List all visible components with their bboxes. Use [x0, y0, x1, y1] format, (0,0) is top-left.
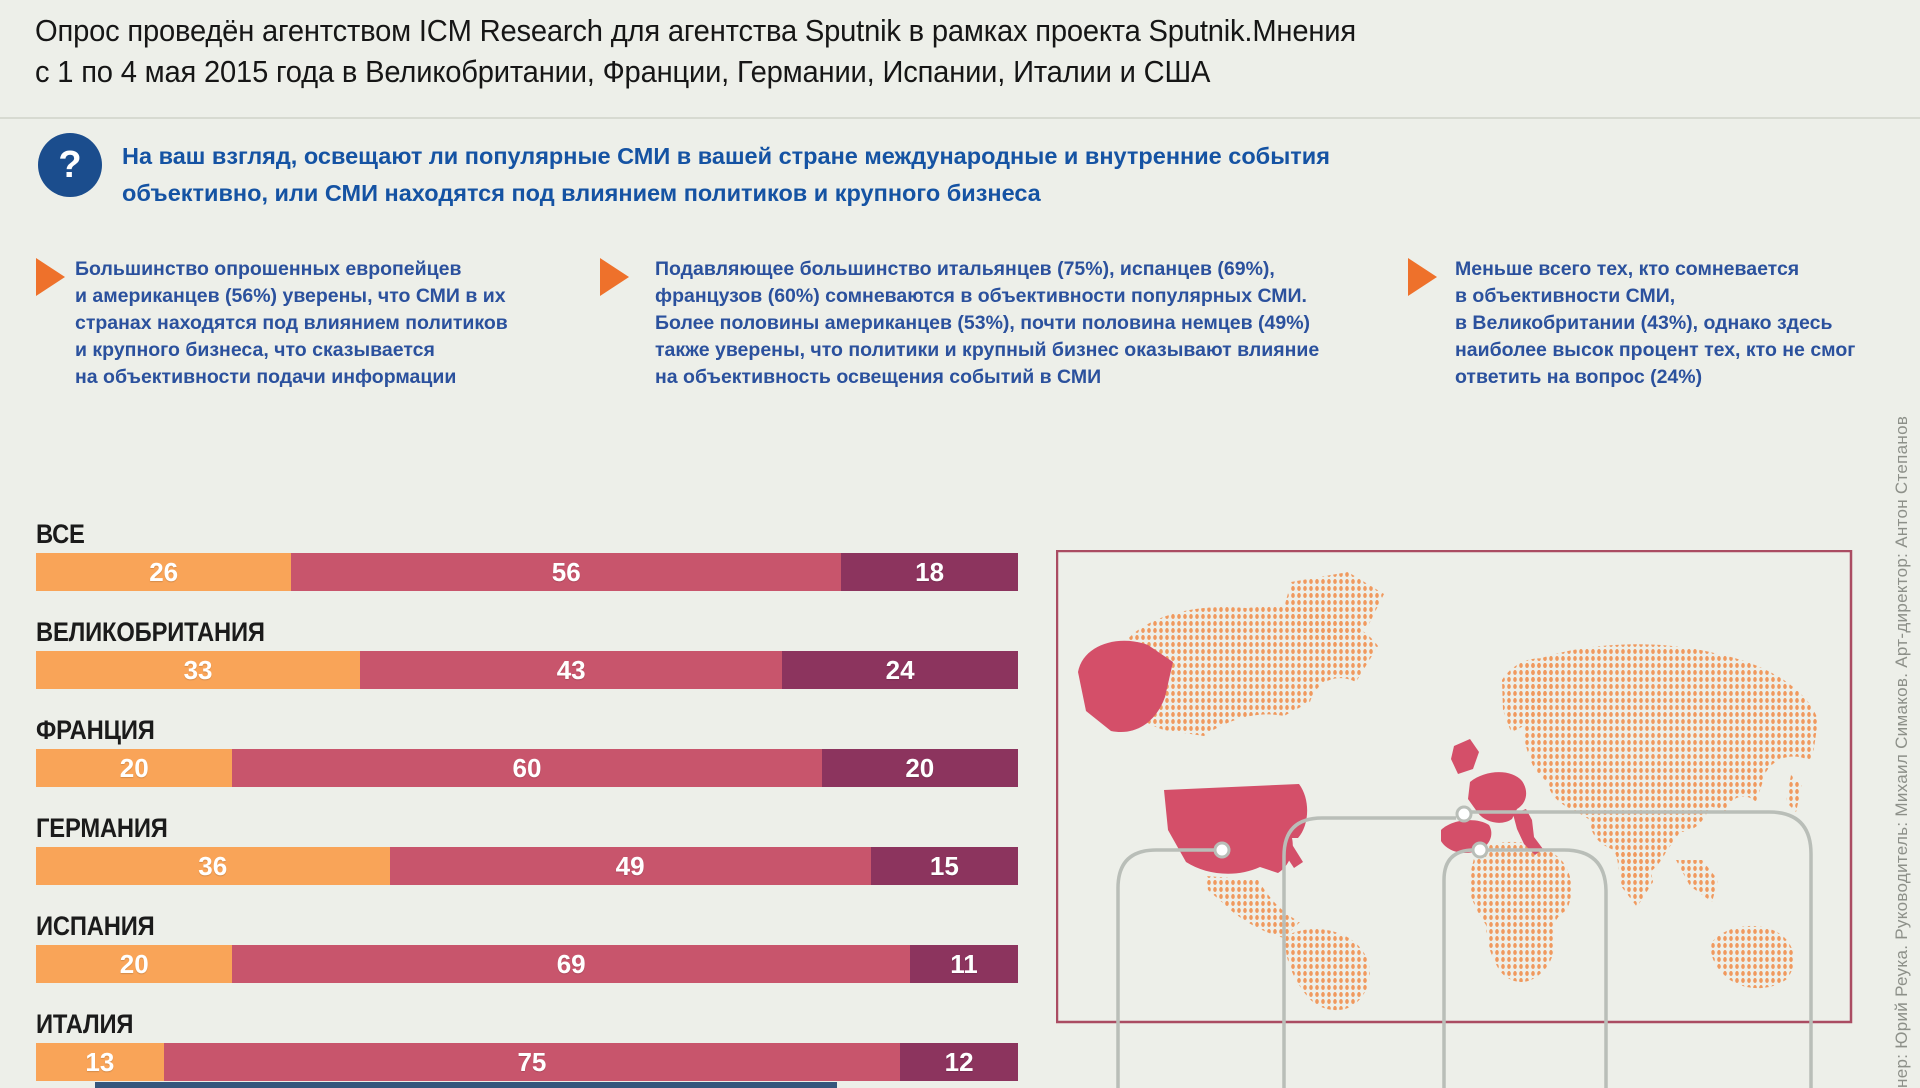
bar-segment-answer-2: 56 [291, 553, 842, 591]
bar-segment-answer-3: 11 [909, 945, 1018, 983]
bar-value: 56 [551, 556, 581, 587]
stacked-bar: 20 60 20 [36, 749, 1018, 787]
bar-segment-answer-1: 13 [36, 1043, 164, 1081]
header-divider [0, 117, 1920, 119]
bar-row: ВСЕ 26 56 18 [36, 517, 1018, 615]
map-continents-dotted [1114, 572, 1818, 1011]
insight-block-1: Большинство опрошенных европейцев и амер… [75, 258, 508, 388]
bar-segment-answer-1: 33 [36, 651, 361, 689]
map-callout-lines [1116, 810, 1813, 1088]
stacked-bar: 13 75 12 [36, 1043, 1018, 1081]
world-map-panel [1055, 549, 1856, 1088]
bar-value: 13 [85, 1046, 115, 1077]
stacked-bar-chart: ВСЕ 26 56 18 ВЕЛИКОБРИТАНИЯ 33 43 24 ФРАНЦИЯ 20 60… [36, 517, 1018, 1088]
bar-value: 26 [149, 556, 179, 587]
bar-row: ИСПАНИЯ 20 69 11 [36, 909, 1018, 1007]
bar-segment-answer-3: 15 [870, 847, 1018, 885]
bar-category-label: ВСЕ [36, 519, 85, 549]
stacked-bar: 20 69 11 [36, 945, 1018, 983]
bar-value: 12 [944, 1046, 974, 1077]
bar-category-label: ИТАЛИЯ [36, 1009, 134, 1039]
bar-segment-answer-1: 20 [36, 945, 233, 983]
question-text: На ваш взгляд, освещают ли популярные СМ… [122, 143, 1330, 206]
stacked-bar: 33 43 24 [36, 651, 1018, 689]
credits-vertical-text: нер: Юрий Реука. Руководитель: Михаил Си… [1892, 415, 1911, 1088]
bar-value: 24 [885, 654, 915, 685]
bar-value: 20 [119, 752, 149, 783]
bar-value: 20 [119, 948, 149, 979]
bullet-arrow-icon [36, 258, 65, 296]
stacked-bar: 26 56 18 [36, 553, 1018, 591]
bar-value: 43 [556, 654, 586, 685]
bar-value: 15 [929, 850, 959, 881]
bar-category-label: ФРАНЦИЯ [36, 715, 155, 745]
world-map [1055, 549, 1853, 1088]
partial-next-row-strip [95, 1082, 837, 1088]
bar-category-label: ГЕРМАНИЯ [36, 813, 168, 843]
bar-category-label: ВЕЛИКОБРИТАНИЯ [36, 617, 265, 647]
bar-category-label: ИСПАНИЯ [36, 911, 155, 941]
bar-segment-answer-3: 24 [782, 651, 1018, 689]
bar-segment-answer-1: 36 [36, 847, 390, 885]
page-title: Опрос проведён агентством ICM Research д… [35, 13, 1356, 89]
bar-value: 60 [512, 752, 542, 783]
bar-value: 36 [198, 850, 228, 881]
insight-block-3: Меньше всего тех, кто сомневается в объе… [1455, 258, 1856, 388]
map-callout-dots [1213, 805, 1489, 859]
bar-segment-answer-3: 20 [821, 749, 1018, 787]
bar-segment-answer-1: 20 [36, 749, 233, 787]
insight-block-2: Подавляющее большинство итальянцев (75%)… [655, 258, 1320, 388]
bar-row: ВЕЛИКОБРИТАНИЯ 33 43 24 [36, 615, 1018, 713]
stacked-bar: 36 49 15 [36, 847, 1018, 885]
bar-value: 49 [615, 850, 645, 881]
bar-segment-answer-3: 12 [900, 1043, 1018, 1081]
bar-segment-answer-1: 26 [36, 553, 292, 591]
bar-segment-answer-2: 60 [232, 749, 822, 787]
bar-value: 11 [950, 948, 978, 979]
bar-row: ИТАЛИЯ 13 75 12 [36, 1007, 1018, 1088]
bullet-arrow-icon [600, 258, 629, 296]
bar-value: 33 [183, 654, 213, 685]
bar-value: 20 [905, 752, 935, 783]
bar-segment-answer-2: 75 [163, 1043, 901, 1081]
question-mark-icon: ? [58, 143, 82, 186]
bar-value: 69 [556, 948, 586, 979]
bar-segment-answer-3: 18 [841, 553, 1018, 591]
bar-value: 75 [517, 1046, 547, 1077]
bar-row: ГЕРМАНИЯ 36 49 15 [36, 811, 1018, 909]
bar-value: 18 [915, 556, 945, 587]
question-mark-badge: ? [38, 133, 102, 197]
bar-segment-answer-2: 69 [232, 945, 910, 983]
bar-row: ФРАНЦИЯ 20 60 20 [36, 713, 1018, 811]
bar-segment-answer-2: 49 [389, 847, 871, 885]
bar-segment-answer-2: 43 [360, 651, 783, 689]
bullet-arrow-icon [1408, 258, 1437, 296]
map-border [1055, 549, 1853, 1024]
